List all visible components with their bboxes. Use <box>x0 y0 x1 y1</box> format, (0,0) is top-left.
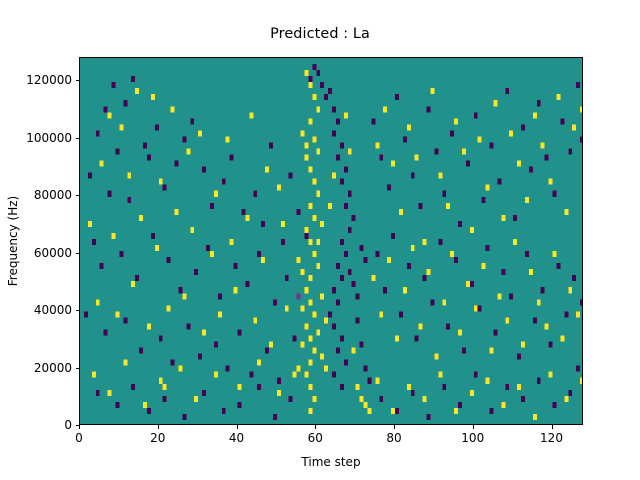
x-tick-label: 0 <box>75 431 83 445</box>
y-tick-label: 80000 <box>33 188 72 202</box>
y-tick-label: 120000 <box>26 73 72 87</box>
x-tick-label: 80 <box>386 431 402 445</box>
y-axis-label: Frequency (Hz) <box>6 195 20 287</box>
x-tick-label: 120 <box>540 431 563 445</box>
y-tick-label: 100000 <box>26 130 72 145</box>
y-tick-mark <box>75 137 79 139</box>
page-title: Predicted : La <box>270 26 370 42</box>
heatmap-axes <box>79 57 583 425</box>
x-tick-mark <box>315 425 317 429</box>
y-tick-mark <box>75 425 79 426</box>
y-tick-label: 0 <box>64 418 72 432</box>
y-tick-label: 40000 <box>33 303 72 317</box>
y-tick-mark <box>75 195 79 196</box>
x-tick-mark <box>79 425 80 429</box>
y-tick-label: 20000 <box>33 360 72 375</box>
x-axis-label: Time step <box>301 455 361 469</box>
spectrogram-heatmap <box>80 58 582 424</box>
y-tick-mark <box>75 310 79 311</box>
y-tick-mark <box>75 80 79 81</box>
x-tick-label: 60 <box>307 431 323 445</box>
x-tick-mark <box>236 425 238 429</box>
y-tick-mark <box>75 367 79 369</box>
x-tick-label: 40 <box>228 431 245 445</box>
y-tick-mark <box>75 252 79 254</box>
x-tick-mark <box>394 425 395 429</box>
x-tick-label: 100 <box>461 431 485 445</box>
y-tick-label: 60000 <box>33 245 72 260</box>
x-tick-mark <box>551 425 553 429</box>
x-tick-mark <box>157 425 159 429</box>
x-tick-label: 20 <box>150 431 166 445</box>
x-tick-mark <box>472 425 474 429</box>
